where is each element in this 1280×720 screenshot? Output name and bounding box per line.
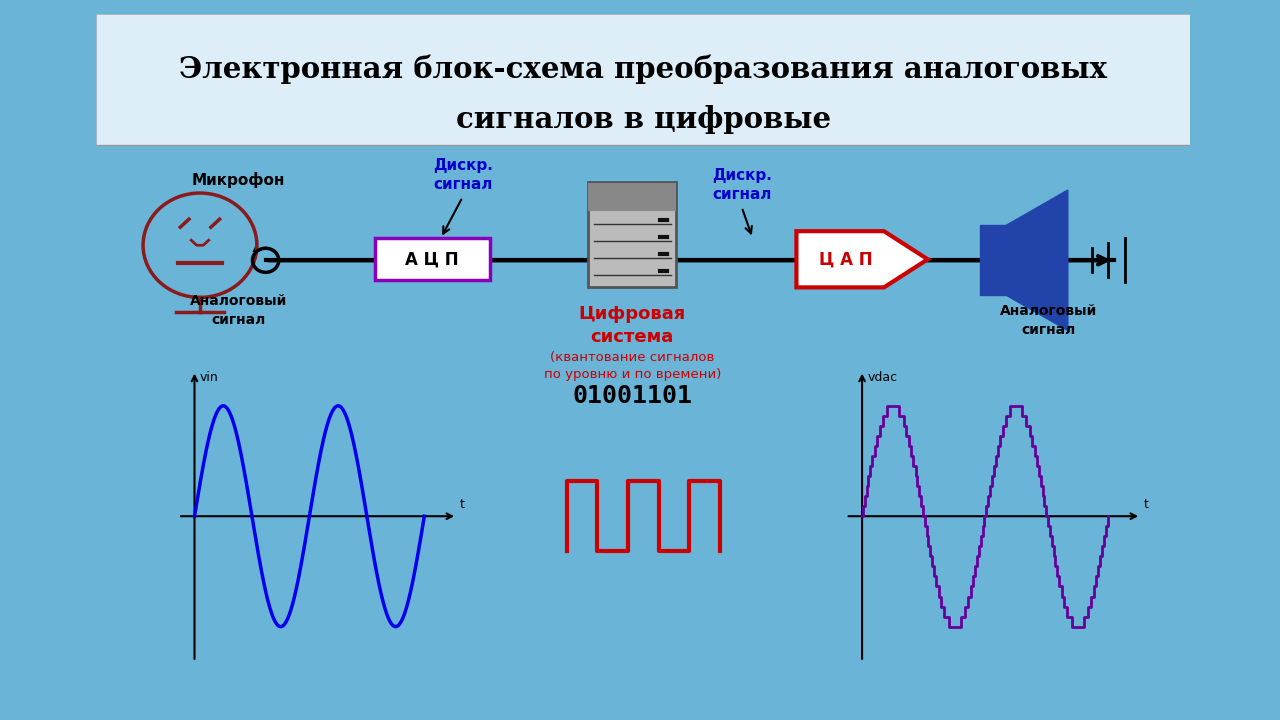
Text: А Ц П: А Ц П [406,251,458,269]
Text: Дискр.
сигнал: Дискр. сигнал [433,158,493,192]
Polygon shape [1006,190,1068,330]
Text: vdac: vdac [868,371,897,384]
Text: t: t [1143,498,1148,511]
FancyBboxPatch shape [375,238,490,280]
Text: Аналоговый
сигнал: Аналоговый сигнал [1000,305,1097,337]
Text: Ц А П: Ц А П [819,251,873,269]
Text: 01001101: 01001101 [572,384,692,408]
Text: Дискр.
сигнал: Дискр. сигнал [712,168,772,202]
FancyBboxPatch shape [96,14,1190,145]
FancyBboxPatch shape [589,183,676,211]
Text: сигналов в цифровые: сигналов в цифровые [456,105,831,135]
Text: Электронная блок-схема преобразования аналоговых: Электронная блок-схема преобразования ан… [179,55,1107,84]
FancyBboxPatch shape [589,182,676,287]
Polygon shape [796,231,928,287]
Text: vin: vin [200,371,219,384]
Text: Цифровая
система: Цифровая система [579,305,686,346]
FancyBboxPatch shape [980,225,1006,295]
Text: (квантование сигналов
по уровню и по времени): (квантование сигналов по уровню и по вре… [544,351,721,381]
Text: Микрофон: Микрофон [192,172,285,188]
Text: Аналоговый
сигнал: Аналоговый сигнал [189,294,287,327]
Text: t: t [460,498,465,511]
